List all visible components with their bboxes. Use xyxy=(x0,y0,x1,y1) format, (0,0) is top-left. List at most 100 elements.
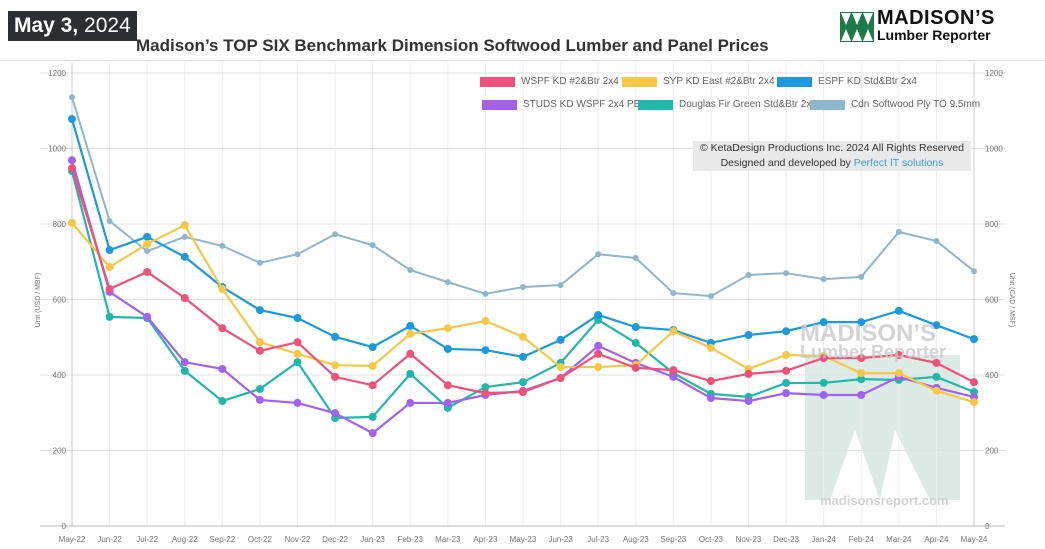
data-point xyxy=(631,338,640,347)
data-point xyxy=(331,361,340,370)
data-point xyxy=(631,323,640,332)
x-tick-label: Jun-23 xyxy=(548,535,573,544)
y-axis-title-left: Unit (USD / MBF) xyxy=(35,273,42,327)
y-tick-label-left: 200 xyxy=(53,447,67,456)
x-tick-label: Feb-23 xyxy=(398,535,424,544)
legend-item[interactable]: Cdn Softwood Ply TO 9.5mm xyxy=(810,99,980,110)
legend-swatch xyxy=(480,76,515,87)
data-point xyxy=(143,232,152,241)
x-tick-label: Apr-24 xyxy=(924,535,949,544)
data-point xyxy=(970,335,978,344)
x-tick-label: Mar-24 xyxy=(886,535,912,544)
legend-swatch xyxy=(482,99,517,110)
data-point xyxy=(632,254,639,261)
y-tick-label-left: 1200 xyxy=(48,69,66,78)
data-point xyxy=(970,378,978,387)
data-point xyxy=(407,267,414,274)
data-point xyxy=(519,387,527,396)
legend-item[interactable]: ESPF KD Std&Btr 2x4 xyxy=(777,76,917,87)
data-point xyxy=(218,324,227,333)
y-tick-label-right: 200 xyxy=(985,447,999,456)
data-point xyxy=(669,327,678,336)
data-point xyxy=(557,282,564,289)
data-point xyxy=(857,391,866,400)
data-point xyxy=(219,242,226,249)
data-point xyxy=(143,240,152,249)
data-point xyxy=(669,372,678,381)
data-point xyxy=(594,310,603,319)
data-point xyxy=(482,290,489,297)
legend-item[interactable]: WSPF KD #2&Btr 2x4 xyxy=(480,76,619,87)
data-point xyxy=(894,369,903,378)
watermark-line1: MADISON’S xyxy=(800,320,937,347)
developer-link[interactable]: Perfect IT solutions xyxy=(853,157,944,169)
watermark: MADISON’S Lumber Reporter madisonsreport… xyxy=(800,320,949,508)
x-tick-label: Feb-24 xyxy=(849,535,875,544)
date-badge: May 3, 2024 xyxy=(8,11,137,41)
data-point xyxy=(444,279,451,286)
y-axis-title-right: Unit (CAD / MSF) xyxy=(1008,273,1015,327)
y-tick-label-left: 600 xyxy=(53,296,67,305)
legend-item[interactable]: SYP KD East #2&Btr 2x4 xyxy=(622,76,775,87)
data-point xyxy=(932,372,941,381)
legend-swatch xyxy=(777,76,812,87)
data-point xyxy=(293,358,302,367)
x-tick-label: Nov-23 xyxy=(736,535,762,544)
data-point xyxy=(406,329,415,338)
data-point xyxy=(369,242,376,249)
y-tick-label-left: 1000 xyxy=(48,145,66,154)
data-point xyxy=(406,369,415,378)
data-point xyxy=(932,386,941,395)
y-tick-label-right: 0 xyxy=(985,522,990,531)
x-tick-label: Aug-23 xyxy=(623,535,649,544)
data-point xyxy=(820,276,827,283)
data-point xyxy=(68,115,76,124)
legend-label: WSPF KD #2&Btr 2x4 xyxy=(521,76,619,87)
x-tick-label: Oct-22 xyxy=(248,535,273,544)
data-point xyxy=(594,349,603,358)
legend-swatch xyxy=(622,76,657,87)
legend-item[interactable]: Douglas Fir Green Std&Btr 2x4 xyxy=(638,99,817,110)
data-point xyxy=(106,217,113,224)
data-point xyxy=(857,354,866,363)
data-point xyxy=(556,363,565,372)
data-point xyxy=(631,363,640,372)
data-point xyxy=(180,252,189,261)
data-point xyxy=(180,358,189,367)
data-point xyxy=(971,268,977,275)
data-point xyxy=(932,321,941,330)
data-point xyxy=(406,321,415,330)
x-tick-label: Jul-23 xyxy=(587,535,609,544)
data-point xyxy=(932,358,941,367)
date-year: 2024 xyxy=(84,14,131,37)
data-point xyxy=(819,354,828,363)
header-divider xyxy=(0,60,1045,61)
data-point xyxy=(218,397,227,406)
x-tick-label: Sep-23 xyxy=(660,535,686,544)
data-point xyxy=(144,248,151,255)
copyright-line: © KetaDesign Productions Inc. 2024 All R… xyxy=(700,142,964,154)
y-tick-label-right: 1000 xyxy=(985,145,1003,154)
data-point xyxy=(782,389,791,398)
y-tick-label-right: 600 xyxy=(985,296,999,305)
logo-line1: MADISON’S xyxy=(877,7,995,29)
legend-item[interactable]: STUDS KD WSPF 2x4 PET xyxy=(482,99,646,110)
data-point xyxy=(69,94,75,101)
legend-swatch xyxy=(638,99,673,110)
data-point xyxy=(819,378,828,387)
data-point xyxy=(556,335,565,344)
data-point xyxy=(368,361,377,370)
data-point xyxy=(519,352,527,361)
data-point xyxy=(294,251,301,258)
data-point xyxy=(332,231,339,238)
data-point xyxy=(255,395,264,404)
data-point xyxy=(895,228,902,235)
data-point xyxy=(481,383,490,392)
x-tick-label: Nov-22 xyxy=(285,535,311,544)
data-point xyxy=(894,350,903,359)
y-tick-label-right: 1200 xyxy=(985,69,1003,78)
data-point xyxy=(782,350,791,359)
watermark-url: madisonsreport.com xyxy=(820,493,949,508)
x-tick-label: May-24 xyxy=(961,535,988,544)
